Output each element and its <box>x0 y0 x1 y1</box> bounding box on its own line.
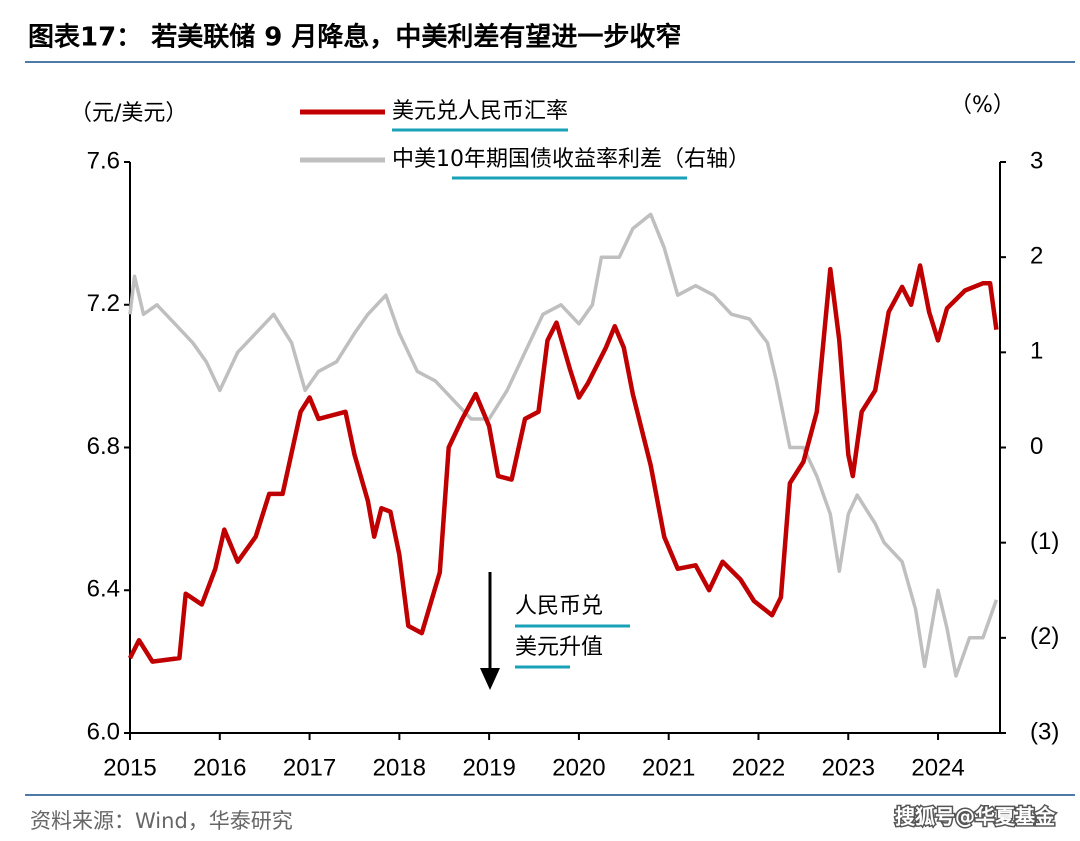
y2-axis-label: （%） <box>950 93 1015 118</box>
watermark: 搜狐号@华夏基金 <box>895 805 1056 829</box>
x-tick-label: 2021 <box>642 754 695 781</box>
y2-tick-label: 0 <box>1030 433 1043 460</box>
x-tick-label: 2019 <box>462 754 515 781</box>
y2-tick-label: 1 <box>1030 338 1043 365</box>
source: 资料来源：Wind，华泰研究 <box>30 809 293 833</box>
x-tick-label: 2017 <box>283 754 336 781</box>
y2-tick-label: (3) <box>1030 718 1059 745</box>
y-tick-label: 7.6 <box>87 147 120 174</box>
y2-tick-label: 2 <box>1030 243 1043 270</box>
y-tick-label: 6.0 <box>87 718 120 745</box>
x-tick-label: 2022 <box>732 754 785 781</box>
annotation: 美元升值 <box>515 635 603 660</box>
y2-tick-label: 3 <box>1030 147 1043 174</box>
y-tick-label: 6.8 <box>87 433 120 460</box>
y-tick-label: 7.2 <box>87 290 120 317</box>
series-line <box>127 263 999 664</box>
x-tick-label: 2016 <box>193 754 246 781</box>
y-tick-label: 6.4 <box>87 576 120 603</box>
x-tick-label: 2023 <box>822 754 875 781</box>
x-tick-label: 2024 <box>911 754 964 781</box>
legend-label: 中美10年期国债收益率利差（右轴） <box>392 147 750 172</box>
y-axis-label: （元/美元） <box>70 101 187 126</box>
x-tick-label: 2018 <box>373 754 426 781</box>
annotation: 人民币兑 <box>515 594 603 619</box>
arrow-head <box>480 668 500 690</box>
x-tick-label: 2020 <box>552 754 605 781</box>
legend-label: 美元兑人民币汇率 <box>392 99 568 124</box>
chart-title: 图表17： 若美联储 9 月降息，中美利差有望进一步收窄 <box>28 22 681 53</box>
x-tick-label: 2015 <box>103 754 156 781</box>
series-line <box>128 212 999 678</box>
y2-tick-label: (2) <box>1030 623 1059 650</box>
y2-tick-label: (1) <box>1030 528 1059 555</box>
